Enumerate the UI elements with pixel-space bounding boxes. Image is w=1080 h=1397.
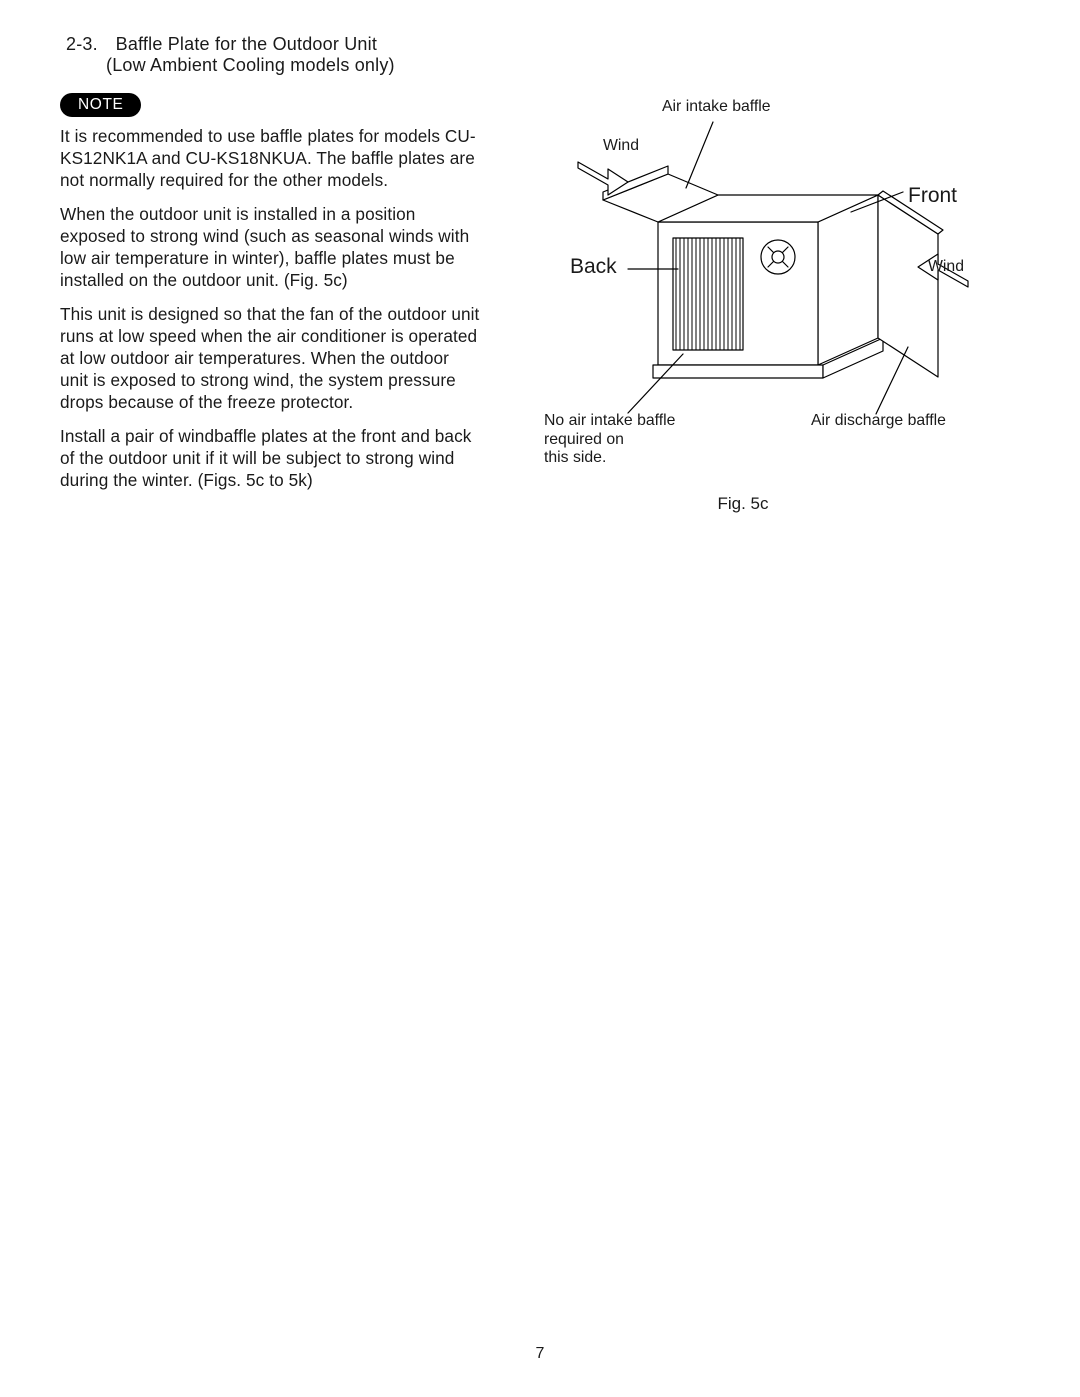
section-subtitle: (Low Ambient Cooling models only) (106, 55, 1020, 76)
label-no-intake: No air intake baffle required on this si… (544, 412, 675, 468)
paragraph-4: Install a pair of windbaffle plates at t… (60, 425, 480, 491)
label-back: Back (570, 255, 617, 280)
section-number: 2-3. (66, 34, 98, 54)
label-wind-2: Wind (928, 258, 964, 277)
label-wind-1: Wind (603, 137, 639, 156)
label-front: Front (908, 184, 957, 209)
paragraph-1: It is recommended to use baffle plates f… (60, 125, 480, 191)
section-title: Baffle Plate for the Outdoor Unit (116, 34, 377, 54)
label-air-intake-baffle: Air intake baffle (662, 98, 771, 117)
text-column: NOTE It is recommended to use baffle pla… (60, 92, 480, 514)
page-number: 7 (0, 1345, 1080, 1363)
two-columns: NOTE It is recommended to use baffle pla… (60, 92, 1020, 514)
section-header: 2-3. Baffle Plate for the Outdoor Unit (… (60, 34, 1020, 76)
figure-column: Air intake baffle Wind Front Back Wind N… (508, 92, 1020, 514)
paragraph-2: When the outdoor unit is installed in a … (60, 203, 480, 291)
label-air-discharge: Air discharge baffle (811, 412, 946, 431)
paragraph-3: This unit is designed so that the fan of… (60, 303, 480, 413)
note-badge: NOTE (60, 93, 141, 117)
figure-5c: Air intake baffle Wind Front Back Wind N… (508, 92, 978, 502)
page: 2-3. Baffle Plate for the Outdoor Unit (… (0, 0, 1080, 1397)
